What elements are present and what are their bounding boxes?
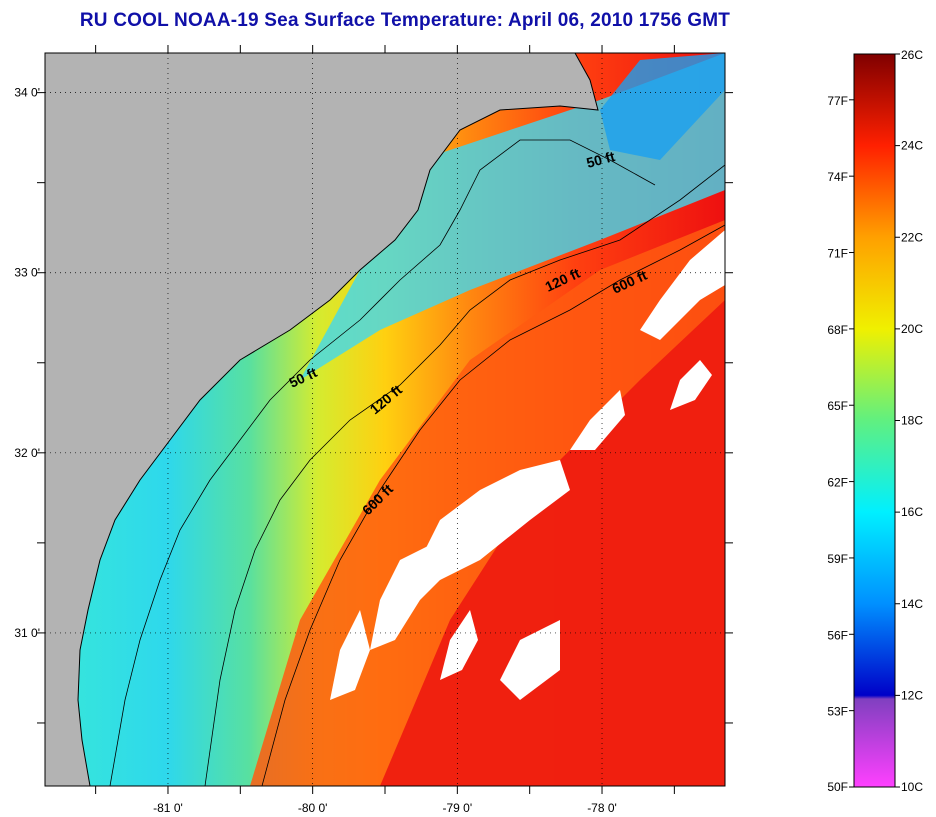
colorbar-f-label: 62F [827, 476, 848, 490]
lat-label: 33 0' [14, 266, 40, 280]
colorbar-f-label: 71F [827, 247, 848, 261]
lon-label: -81 0' [153, 801, 183, 815]
colorbar-scale [853, 53, 896, 788]
lat-label: 31 0' [14, 626, 40, 640]
colorbar-c-label: 14C [901, 597, 923, 611]
page-title: RU COOL NOAA-19 Sea Surface Temperature:… [79, 10, 731, 31]
colorbar-labels: 26C 24C 22C 20C 18C 16C 14C 12C 10C 77F 74F 71F 68F 6… [827, 48, 923, 794]
lat-label: 34 0' [14, 86, 40, 100]
isobath-600ft [261, 224, 725, 786]
colorbar-f-label: 77F [827, 94, 848, 108]
colorbar-c-label: 10C [901, 780, 923, 794]
colorbar-c-label: 18C [901, 414, 923, 428]
colorbar-f-label: 74F [827, 170, 848, 184]
cold-water-inlet [600, 53, 725, 160]
colorbar-f-label: 65F [827, 399, 848, 413]
colorbar-c-label: 22C [901, 230, 923, 244]
colorbar-c-label: 26C [901, 48, 923, 62]
land-mass [45, 53, 598, 786]
isobath-120ft [204, 164, 725, 786]
coastline [77, 53, 599, 786]
colorbar-c-label: 24C [901, 139, 923, 153]
colorbar-f-label: 56F [827, 628, 848, 642]
lon-label: -78 0' [587, 801, 617, 815]
colorbar-c-label: 12C [901, 688, 923, 702]
colorbar-f-label: 59F [827, 552, 848, 566]
lon-label: -79 0' [443, 801, 473, 815]
colorbar-c-label: 16C [901, 505, 923, 519]
colorbar-c-label: 20C [901, 322, 923, 336]
lon-label: -80 0' [298, 801, 328, 815]
isobath-50ft [109, 139, 656, 786]
axis-ticks: -81 0' -80 0' -79 0' -78 0' 31 0' 32 0' 33 0' 3… [14, 45, 733, 815]
colorbar-f-label: 53F [827, 705, 848, 719]
cloud-cover [330, 230, 725, 700]
lat-label: 32 0' [14, 446, 40, 460]
isobath-label-50ft-north: 50 ft [585, 148, 617, 171]
graticule [45, 53, 725, 786]
colorbar-f-label: 68F [827, 323, 848, 337]
colorbar-f-label: 50F [827, 780, 848, 794]
hot-water-stream [380, 300, 725, 786]
